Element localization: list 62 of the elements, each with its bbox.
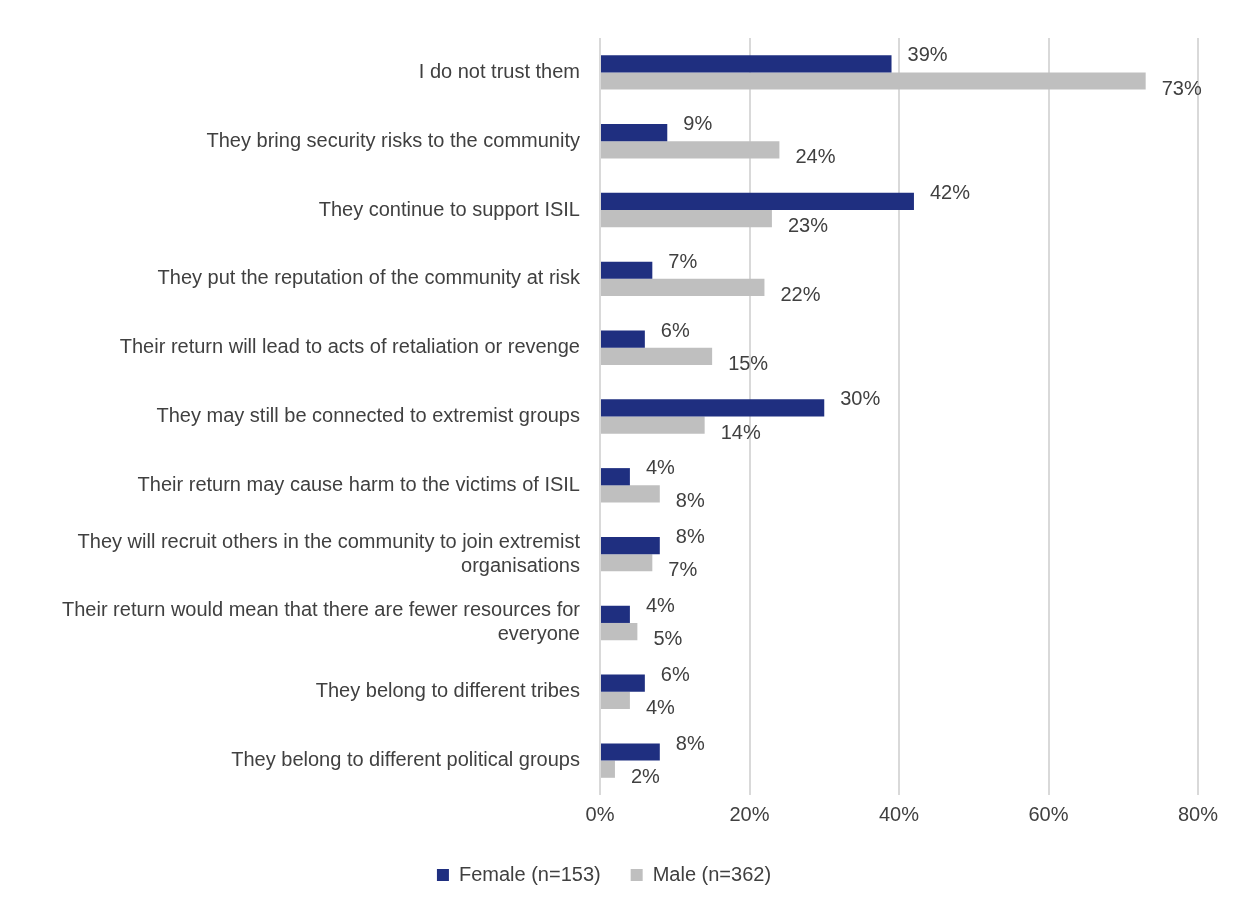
data-label: 9%	[683, 112, 713, 135]
y-tick-label: They continue to support ISIL	[318, 197, 580, 220]
y-tick-label: Their return may cause harm to the victims of ISIL	[137, 472, 580, 495]
y-tick-label: They may still be connected to extremist groups	[156, 404, 580, 427]
bar	[601, 72, 1146, 90]
y-tick-label: They belong to different tribes	[315, 679, 580, 702]
legend-label: Female (n=153)	[458, 862, 601, 885]
bar	[601, 416, 705, 434]
data-label: 7%	[668, 249, 698, 272]
x-tick-label: 60%	[1028, 802, 1069, 825]
bar	[601, 674, 645, 692]
y-tick-label: Their return will lead to acts of retaliation or revenge	[119, 335, 580, 358]
x-tick-label: 40%	[878, 802, 920, 825]
bar	[601, 192, 914, 211]
data-label: 73%	[1161, 76, 1202, 99]
x-tick-label: 0%	[585, 802, 615, 825]
bar	[601, 760, 615, 778]
data-label: 14%	[720, 420, 761, 443]
y-tick-label: They put the reputation of the community at risk	[157, 266, 581, 289]
bar	[601, 536, 660, 555]
data-label: 4%	[645, 456, 676, 479]
data-label: 22%	[780, 282, 821, 305]
data-label: 4%	[645, 593, 676, 616]
bar	[601, 141, 780, 159]
data-label: 23%	[787, 214, 829, 237]
data-label: 7%	[668, 558, 698, 581]
bar	[601, 347, 713, 365]
y-tick-label: They belong to different political groups	[231, 748, 580, 771]
bar	[601, 399, 825, 417]
data-label: 15%	[728, 351, 769, 374]
data-label: 8%	[675, 489, 705, 512]
y-tick-label: I do not trust them	[418, 59, 580, 82]
bar	[601, 210, 772, 228]
bar	[601, 278, 765, 297]
data-label: 8%	[675, 525, 705, 548]
data-label: 2%	[630, 764, 661, 787]
bar	[601, 622, 638, 641]
data-label: 6%	[660, 662, 690, 685]
x-tick-label: 20%	[729, 802, 770, 825]
bar	[601, 554, 653, 572]
bar	[601, 691, 630, 709]
bar	[601, 261, 653, 279]
bar	[601, 330, 645, 348]
bar	[601, 124, 668, 142]
data-label: 24%	[795, 145, 836, 168]
data-label: 5%	[653, 627, 683, 650]
data-label: 42%	[929, 180, 971, 203]
bar	[601, 468, 630, 486]
data-label: 39%	[907, 43, 948, 66]
x-tick-label: 80%	[1177, 802, 1219, 825]
data-label: 6%	[660, 318, 690, 341]
data-label: 8%	[675, 731, 705, 754]
bar	[601, 605, 630, 623]
y-tick-label: They bring security risks to the community	[206, 128, 580, 151]
y-tick-label: Their return would mean that there are fewer resources for everyone	[61, 598, 581, 645]
y-tick-label: They will recruit others in the community to join extremist organisations	[77, 529, 581, 576]
bar	[601, 485, 660, 503]
data-label: 4%	[645, 695, 676, 718]
bar	[601, 55, 892, 73]
data-label: 30%	[840, 387, 881, 410]
legend-label: Male (n=362)	[652, 862, 772, 885]
bar	[601, 743, 660, 761]
